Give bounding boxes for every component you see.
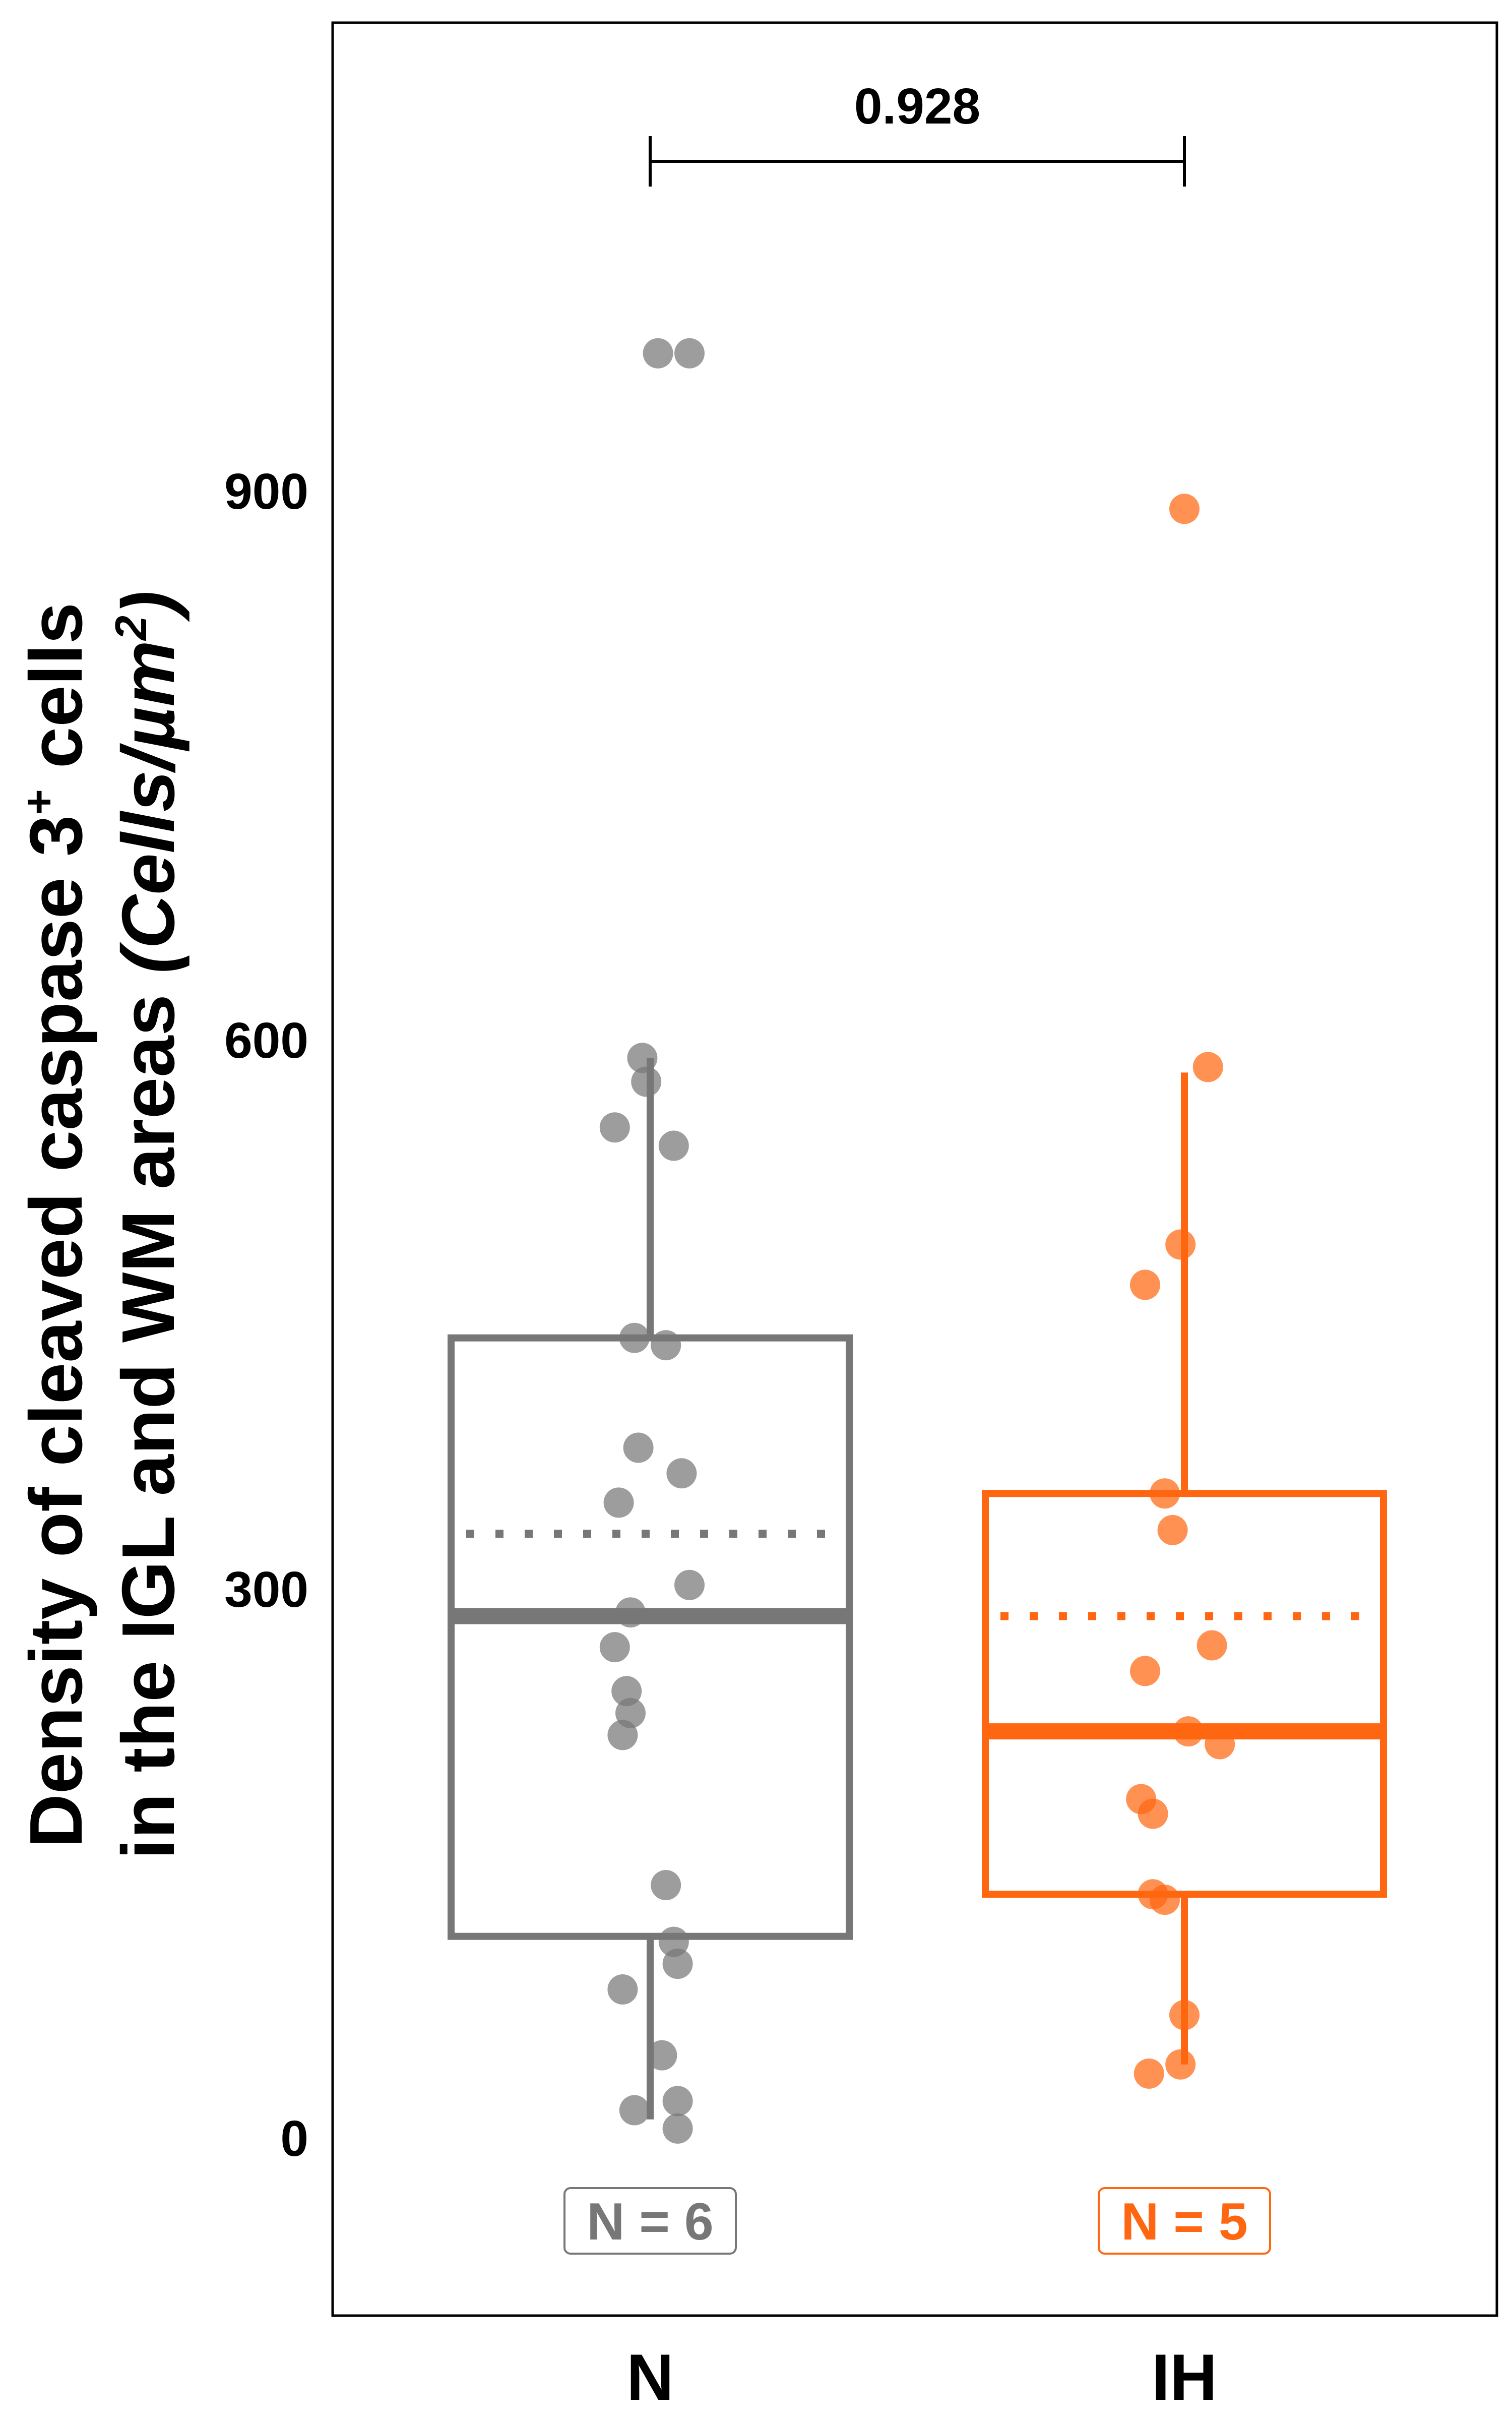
data-point [619,1322,650,1353]
data-point [1165,2049,1196,2080]
data-point [647,2040,677,2071]
data-point [1130,1269,1160,1300]
data-point [1196,1630,1227,1661]
data-point [662,2086,693,2116]
data-point [599,1632,630,1663]
data-point [1138,1798,1168,1829]
data-point [607,1720,638,1750]
y-axis-label: Density of cleaved caspase 3+ cells in t… [14,591,190,1859]
y-tick-label: 600 [224,1012,308,1069]
data-point [631,1066,662,1097]
n-count-box [1098,2187,1271,2255]
data-point [662,1949,693,1979]
data-point [1192,1052,1223,1082]
data-point [1169,494,1200,524]
n-count-label: N = 5 [1121,2193,1247,2251]
plot-frame [331,21,1498,2317]
data-point [615,1597,646,1628]
data-point [1157,1515,1188,1545]
y-axis-label-line1: Density of cleaved caspase 3+ cells [14,602,98,1848]
data-point [603,1487,634,1518]
data-point [674,338,705,369]
data-point [651,1870,681,1901]
data-point [1130,1656,1160,1686]
data-point [627,1043,658,1073]
n-count-label: N = 6 [587,2193,713,2251]
data-point [623,1432,654,1463]
box [448,1334,853,1940]
data-point [1205,1729,1235,1760]
data-point [1169,2000,1200,2030]
y-tick-label: 900 [224,463,308,520]
data-point [1150,1478,1180,1509]
data-point [651,1330,681,1361]
group-ih: N = 5 [982,494,1387,2255]
significance-bracket: 0.928 [649,78,1186,187]
x-tick-label: IH [1152,2340,1217,2414]
data-point [666,1458,697,1489]
data-point [607,1974,638,2005]
data-point [643,338,673,369]
box [982,1490,1387,1898]
data-point [619,2095,650,2126]
y-tick-labels: 0 300 600 900 [224,463,308,2167]
data-point [1133,2058,1164,2089]
n-count-box [563,2187,737,2255]
data-point [1165,1229,1196,1260]
data-point [1173,1716,1204,1747]
x-tick-label: N [626,2340,674,2414]
data-point [1150,1885,1180,1915]
data-point [674,1569,705,1600]
y-tick-label: 300 [224,1561,308,1618]
y-tick-label: 0 [280,2110,308,2167]
group-n: N = 6 [448,338,853,2255]
data-point [658,1130,689,1161]
data-point [599,1112,630,1143]
p-value-label: 0.928 [854,78,980,135]
x-tick-labels: N IH [626,2340,1217,2414]
box-groups: N = 6 N = 5 [448,338,1387,2255]
y-axis-label-line2: in the IGL and WM areas (Cells/µm2) [106,591,190,1859]
data-point [662,2113,693,2144]
